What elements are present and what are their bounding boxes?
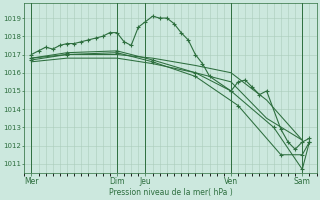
X-axis label: Pression niveau de la mer( hPa ): Pression niveau de la mer( hPa ) bbox=[108, 188, 232, 197]
